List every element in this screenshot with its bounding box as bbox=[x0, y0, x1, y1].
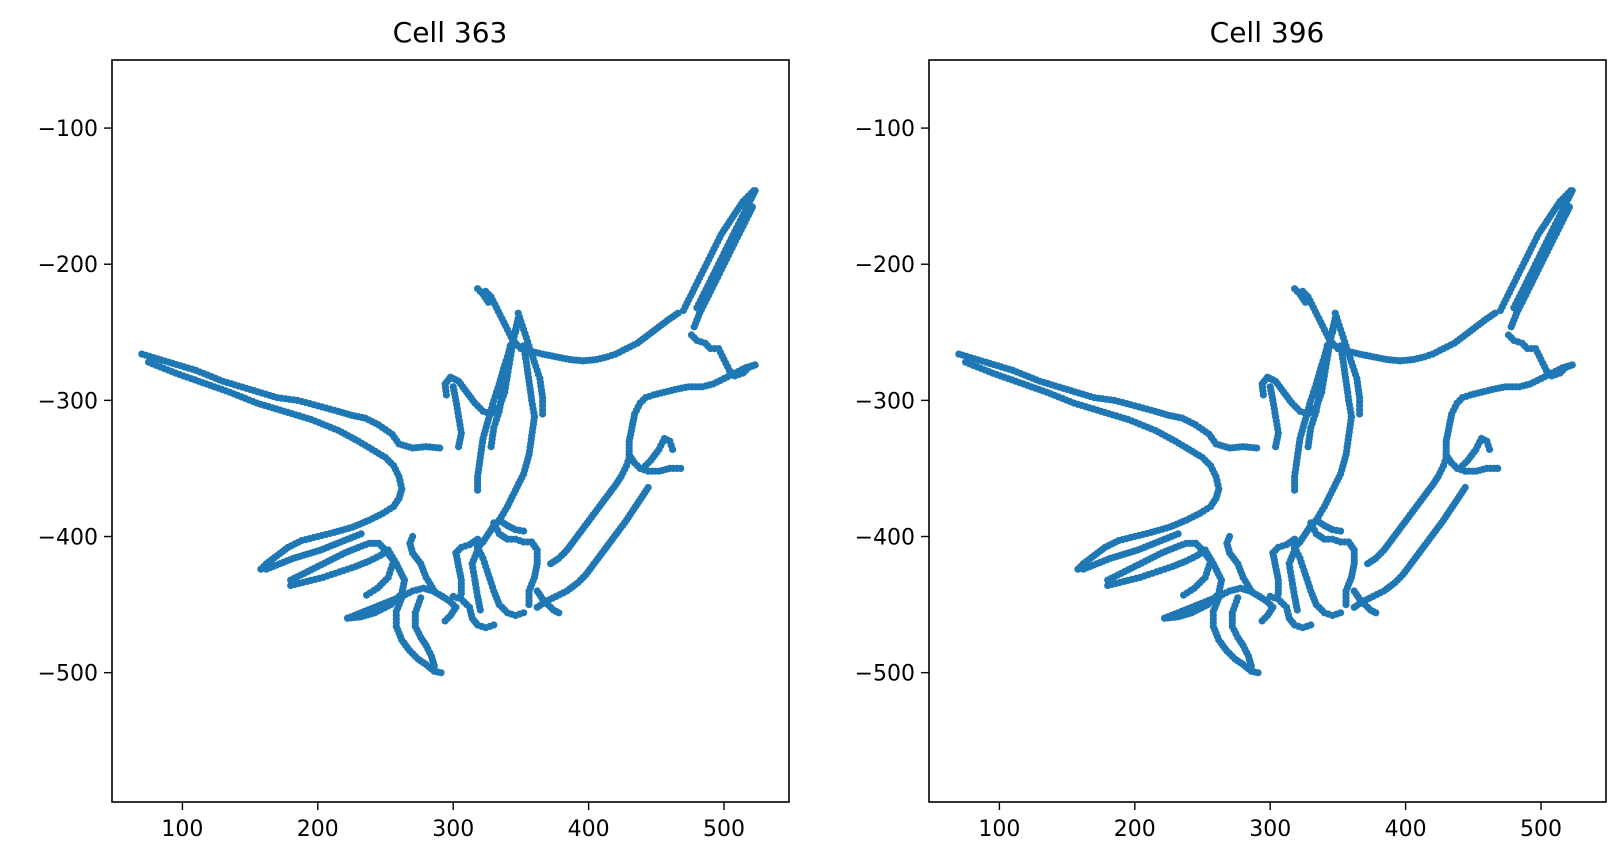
data-point bbox=[1494, 464, 1502, 472]
data-point bbox=[1304, 443, 1312, 451]
data-point bbox=[1247, 662, 1255, 670]
data-point bbox=[1291, 486, 1299, 494]
y-tick-label: −100 bbox=[855, 117, 915, 142]
data-point bbox=[1180, 591, 1188, 599]
data-point bbox=[474, 486, 482, 494]
data-point bbox=[555, 609, 563, 617]
data-point bbox=[476, 606, 484, 614]
y-tick-label: −100 bbox=[38, 117, 98, 142]
chart-title: Cell 396 bbox=[1210, 16, 1325, 49]
x-tick-label: 200 bbox=[1114, 817, 1156, 842]
y-tick-label: −200 bbox=[38, 253, 98, 278]
data-point bbox=[1254, 669, 1262, 677]
x-tick-label: 400 bbox=[1385, 817, 1427, 842]
data-point bbox=[490, 621, 498, 629]
data-point bbox=[1461, 483, 1469, 492]
data-point bbox=[1337, 609, 1345, 617]
data-point bbox=[677, 464, 685, 472]
data-point bbox=[1274, 590, 1282, 598]
data-point bbox=[547, 560, 555, 568]
x-tick-label: 300 bbox=[1249, 817, 1291, 842]
data-point bbox=[1356, 410, 1364, 418]
data-point bbox=[1272, 443, 1280, 451]
data-point bbox=[457, 590, 465, 598]
data-point bbox=[409, 532, 417, 541]
data-point bbox=[484, 298, 492, 306]
data-point bbox=[669, 445, 677, 453]
y-tick-label: −500 bbox=[38, 662, 98, 687]
scatter-points bbox=[138, 187, 759, 677]
data-point bbox=[357, 530, 365, 538]
x-tick-label: 200 bbox=[297, 817, 339, 842]
data-point bbox=[1253, 444, 1261, 452]
x-tick-label: 500 bbox=[703, 817, 745, 842]
y-axis: −100 −200 −300 −400 −500 bbox=[38, 117, 112, 687]
data-point bbox=[487, 443, 495, 451]
scatter-points bbox=[955, 187, 1576, 677]
data-point bbox=[1364, 560, 1372, 568]
data-point bbox=[441, 617, 449, 625]
data-point bbox=[520, 609, 528, 617]
data-point bbox=[520, 527, 528, 535]
data-point bbox=[430, 662, 438, 670]
scatter-panel-cell-396: Cell 396 100 200 300 400 500 −100 −200 −300 −40… bbox=[855, 16, 1607, 842]
y-tick-label: −500 bbox=[855, 662, 915, 687]
data-point bbox=[525, 601, 533, 609]
data-point bbox=[1342, 601, 1350, 609]
data-point bbox=[1174, 530, 1182, 538]
x-tick-label: 400 bbox=[568, 817, 610, 842]
y-tick-label: −300 bbox=[855, 389, 915, 414]
data-point bbox=[751, 187, 759, 195]
plot-frame bbox=[111, 59, 790, 803]
y-tick-label: −400 bbox=[855, 526, 915, 551]
data-point bbox=[1337, 527, 1345, 535]
data-point bbox=[539, 410, 547, 418]
data-point bbox=[1372, 609, 1380, 617]
data-point bbox=[1301, 298, 1309, 306]
data-point bbox=[436, 444, 444, 452]
x-axis: 100 200 300 400 500 bbox=[978, 802, 1562, 842]
plot-frame bbox=[928, 59, 1607, 803]
data-point bbox=[1486, 445, 1494, 453]
data-point bbox=[644, 483, 652, 492]
data-point bbox=[1568, 187, 1576, 195]
data-point bbox=[1565, 203, 1573, 211]
data-point bbox=[363, 591, 371, 599]
x-tick-label: 100 bbox=[161, 817, 203, 842]
data-point bbox=[1491, 309, 1499, 317]
data-point bbox=[437, 669, 445, 677]
data-point bbox=[1258, 617, 1266, 625]
data-point bbox=[674, 309, 682, 317]
y-tick-label: −400 bbox=[38, 526, 98, 551]
scatter-panel-cell-363: Cell 363 100 200 300 400 500 −100 −200 −300 −40… bbox=[38, 16, 790, 842]
x-tick-label: 100 bbox=[978, 817, 1020, 842]
data-point bbox=[257, 565, 265, 573]
data-point bbox=[1074, 565, 1082, 573]
y-tick-label: −200 bbox=[855, 253, 915, 278]
data-point bbox=[520, 538, 528, 546]
chart-title: Cell 363 bbox=[393, 16, 508, 49]
x-tick-label: 300 bbox=[432, 817, 474, 842]
x-tick-label: 500 bbox=[1520, 817, 1562, 842]
x-axis: 100 200 300 400 500 bbox=[161, 802, 745, 842]
data-point bbox=[748, 203, 757, 211]
data-point bbox=[1307, 621, 1315, 629]
y-axis: −100 −200 −300 −400 −500 bbox=[855, 117, 929, 687]
y-tick-label: −300 bbox=[38, 389, 98, 414]
data-point bbox=[1226, 532, 1234, 541]
data-point bbox=[1337, 538, 1345, 546]
data-point bbox=[455, 443, 463, 451]
data-point bbox=[1293, 606, 1301, 614]
